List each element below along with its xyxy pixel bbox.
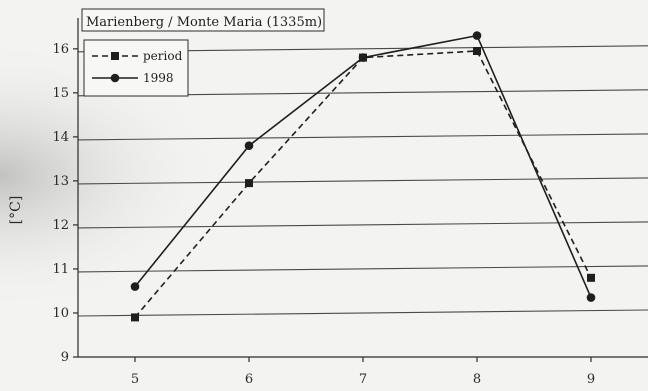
x-tick-label: 9 — [587, 372, 595, 387]
data-point-1998-7 — [358, 53, 368, 62]
x-tick-label: 5 — [131, 372, 139, 387]
y-tick-label: 15 — [52, 86, 69, 101]
title-frame — [81, 8, 325, 32]
x-tick-labels: 5 6 7 8 9 — [131, 357, 595, 387]
title-box: Marienberg / Monte Maria (1335m) — [81, 8, 325, 32]
gridline-y-10 — [77, 309, 648, 317]
gridline-y-11 — [77, 265, 648, 273]
data-point-1998-9 — [586, 293, 596, 302]
legend: period 1998 — [83, 39, 189, 97]
x-tick-label: 6 — [245, 372, 253, 387]
data-point-period-8 — [473, 47, 481, 55]
data-point-period-9 — [587, 273, 595, 282]
legend-items: period 1998 — [92, 49, 183, 85]
data-point-period-6 — [245, 179, 253, 188]
gridline-y-14 — [77, 133, 648, 141]
y-axis-label: [°C] — [8, 196, 24, 225]
data-point-1998-8 — [472, 31, 482, 40]
chart-title: Marienberg / Monte Maria (1335m) — [86, 15, 322, 30]
legend-marker-1998 — [110, 73, 120, 83]
x-tick-label: 7 — [359, 372, 367, 387]
x-tick-label: 8 — [473, 372, 481, 387]
data-point-period-5 — [131, 313, 139, 322]
gridline-y-12 — [77, 221, 648, 229]
data-point-1998-6 — [244, 141, 254, 150]
y-tick-label: 14 — [52, 130, 69, 145]
legend-label-period: period — [143, 49, 183, 63]
y-tick-label: 10 — [52, 306, 69, 321]
y-tick-label: 11 — [52, 262, 69, 277]
legend-marker-period — [111, 52, 119, 60]
y-tick-label: 9 — [61, 350, 69, 365]
y-tick-label: 16 — [52, 42, 69, 57]
series-layer — [130, 31, 596, 322]
legend-frame — [83, 39, 189, 97]
y-tick-label: 12 — [52, 218, 69, 233]
y-tick-labels: 9 10 11 12 13 14 15 16 — [52, 42, 78, 365]
data-point-1998-5 — [130, 282, 140, 291]
legend-label-1998: 1998 — [143, 71, 174, 85]
grid-layer — [77, 45, 648, 317]
y-tick-label: 13 — [52, 174, 69, 189]
gridline-y-13 — [77, 177, 648, 185]
